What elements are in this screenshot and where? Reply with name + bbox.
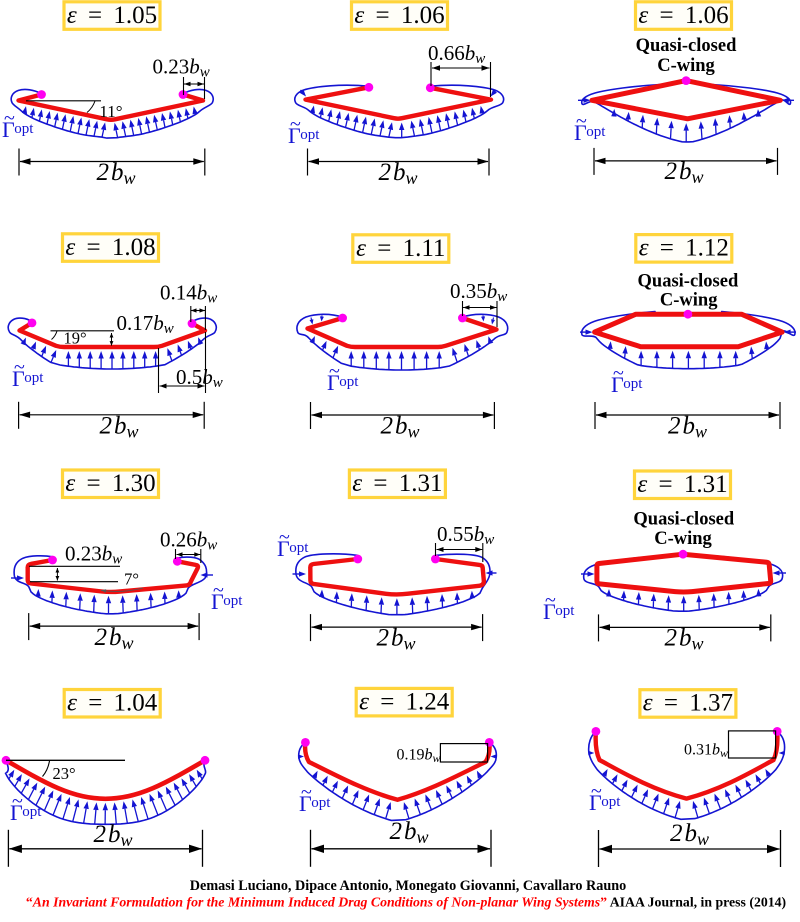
svg-text:ε = 1.24: ε = 1.24	[359, 688, 450, 715]
svg-text:ε = 1.30: ε = 1.30	[65, 470, 155, 497]
svg-text:C-wing: C-wing	[654, 529, 712, 549]
svg-text:ε = 1.31: ε = 1.31	[352, 470, 442, 497]
svg-text:opt: opt	[311, 795, 331, 811]
svg-text:7°: 7°	[124, 570, 139, 589]
svg-text:Demasi Luciano, Dipace Antonio: Demasi Luciano, Dipace Antonio, Monegato…	[190, 878, 626, 894]
svg-text:opt: opt	[300, 127, 320, 143]
svg-text:C-wing: C-wing	[657, 56, 715, 76]
svg-text:ε = 1.06: ε = 1.06	[638, 2, 728, 29]
svg-text:ε = 1.31: ε = 1.31	[637, 471, 727, 498]
svg-text:opt: opt	[555, 603, 575, 619]
svg-text:19°: 19°	[63, 329, 86, 348]
svg-text:23°: 23°	[52, 764, 75, 783]
svg-text:opt: opt	[289, 540, 309, 556]
svg-text:ε = 1.08: ε = 1.08	[65, 234, 155, 261]
svg-text:Quasi-closed: Quasi-closed	[633, 510, 734, 530]
svg-text:opt: opt	[223, 593, 243, 609]
svg-text:ε = 1.05: ε = 1.05	[67, 2, 157, 29]
svg-text:opt: opt	[601, 794, 621, 810]
svg-text:ε = 1.37: ε = 1.37	[643, 690, 733, 717]
svg-text:Quasi-closed: Quasi-closed	[638, 272, 739, 292]
svg-text:ε = 1.12: ε = 1.12	[639, 235, 729, 262]
svg-text:Quasi-closed: Quasi-closed	[636, 36, 737, 56]
svg-text:opt: opt	[339, 374, 359, 390]
svg-text:ε = 1.11: ε = 1.11	[356, 235, 445, 262]
svg-text:opt: opt	[24, 370, 44, 386]
svg-text:“An Invariant Formulation for: “An Invariant Formulation for the Minimu…	[26, 895, 786, 911]
svg-text:11°: 11°	[99, 102, 122, 121]
svg-text:ε = 1.04: ε = 1.04	[67, 690, 158, 717]
svg-text:C-wing: C-wing	[660, 291, 718, 311]
svg-text:opt: opt	[623, 376, 643, 392]
svg-text:opt: opt	[22, 804, 42, 820]
svg-text:opt: opt	[586, 124, 606, 140]
svg-text:opt: opt	[14, 121, 34, 137]
svg-text:ε = 1.06: ε = 1.06	[354, 2, 444, 29]
